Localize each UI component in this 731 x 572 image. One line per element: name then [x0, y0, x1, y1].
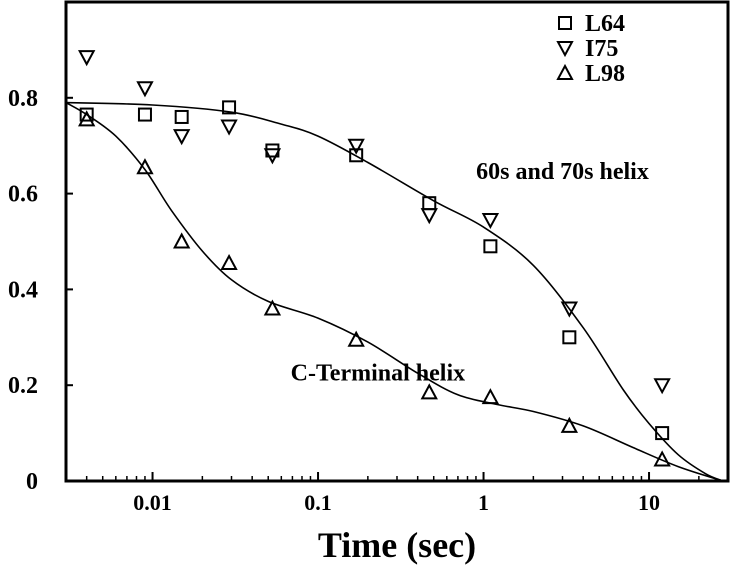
legend-marker-L64 [558, 16, 572, 30]
series-I75 [78, 50, 671, 395]
data-point-L98 [263, 299, 282, 316]
data-point-L98 [420, 383, 438, 400]
y-tick-label: 0.2 [8, 373, 38, 399]
data-point-I75 [220, 119, 238, 136]
data-point-I75 [481, 212, 500, 230]
data-point-I75 [420, 208, 438, 225]
data-point-L98 [653, 450, 671, 467]
data-point-I75 [560, 301, 579, 318]
x-tick-label: 0.01 [133, 490, 172, 515]
curve-annotation: 60s and 70s helix [476, 159, 649, 185]
data-point-L64 [483, 239, 498, 254]
data-point-L98 [220, 253, 238, 271]
data-point-L64 [562, 330, 577, 345]
data-point-L64 [174, 109, 189, 124]
data-point-I75 [653, 378, 671, 395]
data-point-L64 [79, 107, 94, 122]
x-axis: 0.01 0.1 1 10 [65, 472, 729, 515]
data-point-I75 [347, 138, 365, 155]
plot-frame [64, 0, 730, 483]
y-tick-label: 0.8 [8, 86, 38, 112]
data-point-I75 [78, 50, 96, 67]
data-point-L64 [222, 100, 237, 115]
y-axis: 0 0.2 0.4 0.6 0.8 [8, 86, 73, 495]
data-point-L64 [349, 148, 364, 163]
data-point-I75 [136, 81, 154, 98]
data-point-L98 [347, 330, 365, 347]
x-tick-label: 10 [638, 490, 660, 515]
legend-marker-L98 [556, 63, 574, 80]
x-tick-label: 1 [478, 490, 489, 515]
legend-label-L98: L98 [585, 61, 625, 87]
legend-label-L64: L64 [585, 11, 625, 37]
y-tick-label: 0.6 [8, 182, 38, 208]
data-points [78, 50, 671, 467]
x-tick-label: 0.1 [304, 490, 332, 515]
series-L98 [78, 110, 671, 467]
legend-marker-I75 [556, 41, 574, 58]
data-point-L98 [560, 416, 579, 433]
annotations: 60s and 70s helix C-Terminal helix [291, 159, 649, 386]
data-point-L98 [481, 388, 500, 405]
data-point-I75 [173, 129, 191, 146]
y-tick-label: 0 [26, 469, 38, 495]
data-point-L98 [78, 110, 96, 127]
data-point-L64 [655, 426, 670, 441]
data-point-I75 [263, 148, 282, 165]
curve-annotation: C-Terminal helix [291, 360, 465, 386]
y-tick-label: 0.4 [8, 277, 38, 303]
series-L64 [79, 100, 670, 441]
data-point-L98 [136, 158, 154, 175]
data-point-L98 [173, 232, 191, 249]
legend-label-I75: I75 [585, 36, 618, 62]
data-point-L64 [137, 107, 152, 122]
x-axis-label: Time (sec) [318, 525, 476, 565]
